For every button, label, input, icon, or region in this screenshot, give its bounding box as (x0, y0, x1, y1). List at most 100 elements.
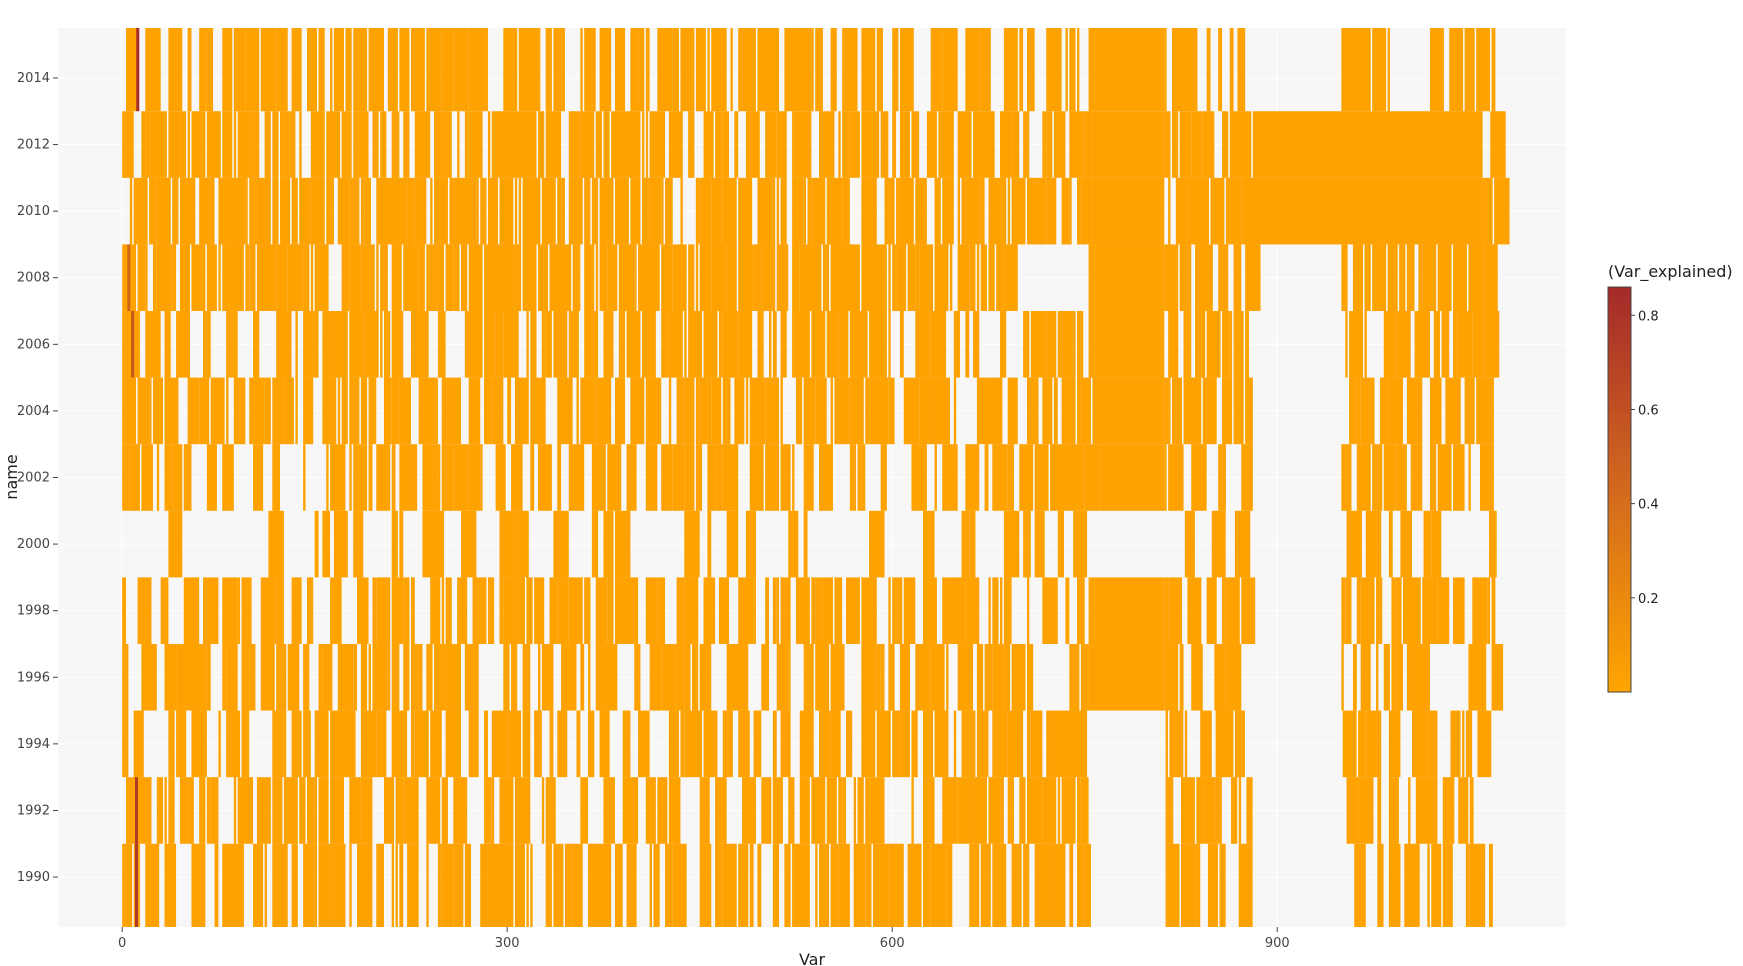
heatmap-cell (484, 311, 496, 378)
heatmap-cell (1077, 28, 1080, 112)
heatmap-cell (1246, 777, 1253, 844)
heatmap-cell (1164, 28, 1167, 112)
heatmap-cell (484, 244, 500, 312)
heatmap-cell (1391, 643, 1396, 711)
heatmap-cell (1429, 28, 1444, 112)
heatmap-cell (149, 377, 152, 445)
heatmap-cell (179, 244, 190, 312)
heatmap-cell (268, 777, 271, 844)
heatmap-cell (676, 577, 685, 644)
heatmap-cell (1191, 111, 1203, 178)
heatmap-cell (884, 311, 887, 378)
heatmap-cell (176, 643, 192, 711)
heatmap-cell (1356, 444, 1371, 511)
heatmap-cell (1465, 710, 1473, 778)
heatmap-cell (484, 777, 492, 844)
heatmap-cell (657, 577, 666, 644)
heatmap-cell (745, 377, 749, 445)
heatmap-cell (326, 177, 334, 245)
heatmap-cell (514, 577, 525, 644)
heatmap-cell (803, 510, 808, 578)
heatmap-cell (403, 643, 410, 711)
heatmap-cell (1377, 843, 1384, 927)
heatmap-cell (822, 244, 830, 312)
heatmap-cell (634, 643, 641, 711)
heatmap-cell (410, 643, 419, 711)
heatmap-cell (892, 111, 897, 178)
heatmap-cell (314, 244, 329, 312)
heatmap-cell (229, 843, 244, 927)
heatmap-cell (641, 177, 650, 245)
heatmap-cell (1408, 777, 1411, 844)
heatmap-cell (784, 28, 796, 112)
heatmap-cell (183, 444, 192, 511)
heatmap-cell (303, 244, 310, 312)
heatmap-cell (1077, 777, 1081, 844)
heatmap-cell (183, 577, 200, 644)
heatmap-cell (838, 311, 849, 378)
heatmap-cell (934, 377, 950, 445)
heatmap-cell (953, 377, 957, 445)
heatmap-cell (1383, 444, 1396, 511)
heatmap-cell (333, 377, 337, 445)
heatmap-cell (1248, 177, 1483, 245)
heatmap-cell (222, 843, 230, 927)
heatmap-cell (1003, 643, 1011, 711)
heatmap-cell (880, 444, 887, 511)
heatmap-cell (568, 177, 583, 245)
heatmap-cell (899, 643, 910, 711)
heatmap-cell (283, 710, 287, 778)
heatmap-cell (426, 244, 438, 312)
heatmap-cell (949, 244, 953, 312)
heatmap-cell (256, 177, 271, 245)
heatmap-cell (383, 177, 396, 245)
heatmap-cell (711, 377, 722, 445)
heatmap-cell (699, 177, 712, 245)
heatmap-cell (430, 710, 442, 778)
heatmap-cell (503, 311, 519, 378)
heatmap-cell (1180, 777, 1193, 844)
heatmap-cell (792, 244, 800, 312)
heatmap-cell (1422, 244, 1437, 312)
heatmap-cell (992, 710, 1001, 778)
heatmap-cell (1222, 111, 1229, 178)
heatmap-cell (1352, 311, 1364, 378)
heatmap-cell (1379, 377, 1388, 445)
heatmap-cell (649, 111, 666, 178)
heatmap-cell (680, 28, 695, 112)
heatmap-cell (1184, 710, 1188, 778)
heatmap-cell (680, 710, 685, 778)
colorbar-tick-label: 0.8 (1638, 309, 1659, 324)
heatmap-cell (391, 444, 396, 511)
heatmap-cell (1388, 777, 1399, 844)
heatmap-cell (530, 444, 535, 511)
heatmap-cell (976, 244, 980, 312)
heatmap-cell (1431, 843, 1442, 927)
heatmap-cell (537, 244, 549, 312)
heatmap-cell (684, 710, 693, 778)
heatmap-cell (1011, 111, 1020, 178)
heatmap-cell (726, 244, 737, 312)
heatmap-cell (1069, 111, 1085, 178)
heatmap-cell (1061, 377, 1076, 445)
heatmap-cell (1360, 577, 1375, 644)
heatmap-cell (903, 577, 916, 644)
heatmap-cell (457, 111, 460, 178)
heatmap-cell (834, 377, 850, 445)
heatmap-cell (557, 177, 565, 245)
heatmap-cell (753, 244, 762, 312)
heatmap-cell (149, 111, 165, 178)
heatmap-cell (272, 444, 281, 511)
heatmap-cell (1030, 710, 1043, 778)
heatmap-cell (1164, 643, 1179, 711)
heatmap-cell (1003, 510, 1020, 578)
heatmap-cell (237, 111, 254, 178)
heatmap-cell (441, 577, 445, 644)
heatmap-cell (957, 777, 974, 844)
heatmap-cell (788, 777, 795, 844)
heatmap-cell (699, 244, 712, 312)
heatmap-cell (861, 444, 866, 511)
y-axis-title: name (2, 454, 21, 499)
heatmap-cell (249, 244, 256, 312)
